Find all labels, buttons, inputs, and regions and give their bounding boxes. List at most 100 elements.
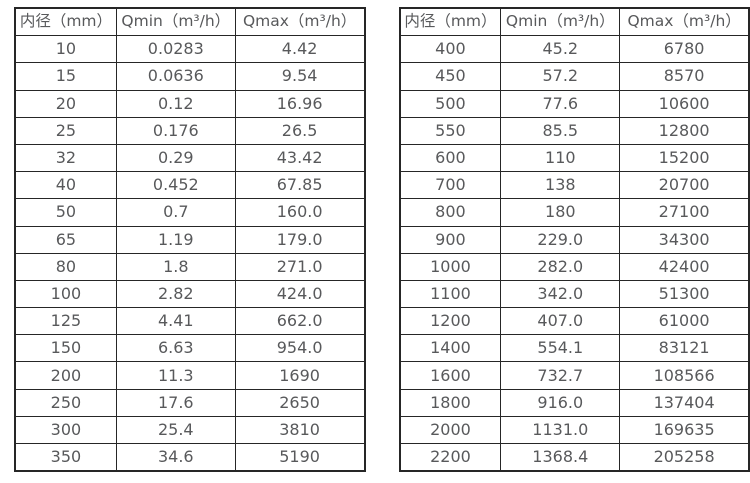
column-header: Qmax（m³/h）	[234, 7, 366, 37]
table-cell: 1800	[398, 388, 502, 417]
table-row: 1600 732.7 108566	[398, 361, 750, 390]
table-cell: 205258	[619, 443, 750, 472]
table-cell: 0.452	[115, 171, 236, 200]
table-cell: 85.5	[500, 116, 621, 145]
table-cell: 61000	[619, 307, 750, 336]
table-row: 15 0.0636 9.54	[14, 62, 366, 91]
table-cell: 77.6	[500, 89, 621, 118]
table-cell: 1400	[398, 334, 502, 363]
table-row: 300 25.4 3810	[14, 415, 366, 445]
table-cell: 100	[14, 279, 117, 309]
table-cell: 550	[398, 116, 502, 145]
table-row: 1400 554.1 83121	[398, 334, 750, 363]
table-cell: 11.3	[115, 361, 236, 390]
table-cell: 15	[14, 62, 117, 91]
table-cell: 0.0283	[115, 35, 236, 64]
table-cell: 9.54	[234, 62, 366, 91]
table-row: 2000 1131.0 169635	[398, 415, 750, 445]
table-cell: 180	[500, 198, 621, 227]
column-header: Qmin（m³/h）	[500, 7, 621, 37]
table-cell: 1200	[398, 307, 502, 336]
table-cell: 169635	[619, 415, 750, 445]
table-row: 20 0.12 16.96	[14, 89, 366, 118]
table-cell: 2.82	[115, 279, 236, 309]
table-cell: 400	[398, 35, 502, 64]
table-cell: 954.0	[234, 334, 366, 363]
table-cell: 40	[14, 171, 117, 200]
table-cell: 282.0	[500, 252, 621, 281]
table-cell: 250	[14, 388, 117, 417]
table-cell: 1100	[398, 279, 502, 309]
header-row: 内径（mm） Qmin（m³/h） Qmax（m³/h）	[398, 7, 750, 37]
table-cell: 51300	[619, 279, 750, 309]
column-header: Qmax（m³/h）	[619, 7, 750, 37]
column-header: Qmin（m³/h）	[115, 7, 236, 37]
table-cell: 3810	[234, 415, 366, 445]
table-cell: 50	[14, 198, 117, 227]
table-cell: 65	[14, 225, 117, 254]
table-cell: 45.2	[500, 35, 621, 64]
table-cell: 20700	[619, 171, 750, 200]
table-cell: 1690	[234, 361, 366, 390]
table-cell: 25.4	[115, 415, 236, 445]
table-cell: 32	[14, 143, 117, 173]
table-cell: 229.0	[500, 225, 621, 254]
table-row: 65 1.19 179.0	[14, 225, 366, 254]
table-cell: 5190	[234, 443, 366, 472]
table-cell: 0.0636	[115, 62, 236, 91]
table-row: 550 85.5 12800	[398, 116, 750, 145]
table-row: 32 0.29 43.42	[14, 143, 366, 173]
spec-table-large-diameters: 内径（mm） Qmin（m³/h） Qmax（m³/h） 400 45.2 6780 450…	[398, 7, 750, 473]
table-cell: 200	[14, 361, 117, 390]
table-cell: 20	[14, 89, 117, 118]
table-cell: 25	[14, 116, 117, 145]
table-row: 100 2.82 424.0	[14, 279, 366, 309]
table-row: 1100 342.0 51300	[398, 279, 750, 309]
table-cell: 1600	[398, 361, 502, 390]
column-header: 内径（mm）	[14, 7, 117, 37]
table-cell: 407.0	[500, 307, 621, 336]
table-row: 250 17.6 2650	[14, 388, 366, 417]
table-row: 400 45.2 6780	[398, 35, 750, 64]
table-cell: 700	[398, 171, 502, 200]
table-cell: 1368.4	[500, 443, 621, 472]
table-cell: 732.7	[500, 361, 621, 390]
table-cell: 662.0	[234, 307, 366, 336]
table-cell: 1.8	[115, 252, 236, 281]
table-cell: 17.6	[115, 388, 236, 417]
page: 内径（mm） Qmin（m³/h） Qmax（m³/h） 10 0.0283 4.42 15…	[14, 7, 750, 473]
table-cell: 125	[14, 307, 117, 336]
table-cell: 450	[398, 62, 502, 91]
table-cell: 67.85	[234, 171, 366, 200]
table-cell: 1000	[398, 252, 502, 281]
table-cell: 2000	[398, 415, 502, 445]
table-cell: 350	[14, 443, 117, 472]
table-cell: 160.0	[234, 198, 366, 227]
table-row: 150 6.63 954.0	[14, 334, 366, 363]
table-row: 450 57.2 8570	[398, 62, 750, 91]
table-cell: 2200	[398, 443, 502, 472]
table-cell: 300	[14, 415, 117, 445]
table-cell: 110	[500, 143, 621, 173]
table-cell: 12800	[619, 116, 750, 145]
table-cell: 6780	[619, 35, 750, 64]
table-cell: 57.2	[500, 62, 621, 91]
table-cell: 1131.0	[500, 415, 621, 445]
table-cell: 0.29	[115, 143, 236, 173]
table-cell: 150	[14, 334, 117, 363]
table-cell: 0.7	[115, 198, 236, 227]
table-row: 25 0.176 26.5	[14, 116, 366, 145]
table-cell: 83121	[619, 334, 750, 363]
table-cell: 43.42	[234, 143, 366, 173]
table-row: 500 77.6 10600	[398, 89, 750, 118]
table-cell: 900	[398, 225, 502, 254]
table-cell: 6.63	[115, 334, 236, 363]
table-row: 10 0.0283 4.42	[14, 35, 366, 64]
table-row: 1200 407.0 61000	[398, 307, 750, 336]
table-row: 125 4.41 662.0	[14, 307, 366, 336]
table-cell: 34.6	[115, 443, 236, 472]
table-row: 200 11.3 1690	[14, 361, 366, 390]
table-cell: 4.41	[115, 307, 236, 336]
table-cell: 342.0	[500, 279, 621, 309]
table-cell: 916.0	[500, 388, 621, 417]
